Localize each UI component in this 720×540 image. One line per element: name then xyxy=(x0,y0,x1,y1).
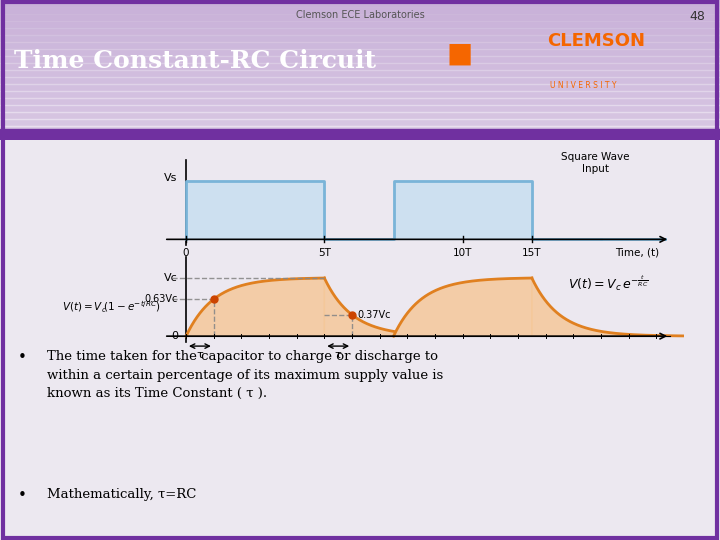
Bar xyxy=(0,14,720,21)
Text: 0.37Vc: 0.37Vc xyxy=(358,309,391,320)
Text: •: • xyxy=(18,488,27,503)
Bar xyxy=(0,77,720,84)
Polygon shape xyxy=(394,180,532,239)
Text: Time Constant-RC Circuit: Time Constant-RC Circuit xyxy=(14,49,377,73)
Text: Time, (t): Time, (t) xyxy=(615,247,659,258)
Bar xyxy=(0,56,720,63)
Polygon shape xyxy=(186,278,325,336)
Text: Vc: Vc xyxy=(164,273,178,282)
Text: 15T: 15T xyxy=(522,247,541,258)
Text: ■: ■ xyxy=(446,39,472,68)
Bar xyxy=(0,7,720,14)
Polygon shape xyxy=(532,278,684,336)
Bar xyxy=(0,70,720,77)
Bar xyxy=(0,91,720,98)
Text: •: • xyxy=(18,350,27,365)
Bar xyxy=(0,84,720,91)
Text: $V(t)=V_c\!\left(1-e^{-t/RC}\right)$: $V(t)=V_c\!\left(1-e^{-t/RC}\right)$ xyxy=(62,299,161,315)
Bar xyxy=(0,21,720,28)
Text: Vs: Vs xyxy=(164,173,178,183)
Bar xyxy=(0,119,720,126)
Text: 0.63Vc: 0.63Vc xyxy=(145,294,178,304)
Bar xyxy=(0,42,720,49)
Text: Square Wave
Input: Square Wave Input xyxy=(561,152,630,174)
Bar xyxy=(0,133,720,140)
Bar xyxy=(0,98,720,105)
Bar xyxy=(0,0,720,7)
Polygon shape xyxy=(325,278,394,336)
Text: Clemson ECE Laboratories: Clemson ECE Laboratories xyxy=(296,10,424,20)
Text: 48: 48 xyxy=(690,10,706,23)
Text: Mathematically, τ=RC: Mathematically, τ=RC xyxy=(47,488,196,501)
Text: 0: 0 xyxy=(171,331,178,341)
Bar xyxy=(0,112,720,119)
Text: 0: 0 xyxy=(183,247,189,258)
Bar xyxy=(0,105,720,112)
Text: 10T: 10T xyxy=(453,247,472,258)
Bar xyxy=(0,126,720,133)
Polygon shape xyxy=(394,278,532,336)
Bar xyxy=(0,63,720,70)
Text: τ: τ xyxy=(197,350,203,360)
Bar xyxy=(0,49,720,56)
Text: τ: τ xyxy=(335,350,341,360)
Text: The time taken for the capacitor to charge or discharge to
within a certain perc: The time taken for the capacitor to char… xyxy=(47,350,443,400)
Bar xyxy=(0,35,720,42)
Polygon shape xyxy=(186,180,325,239)
Text: $V(t)=V_c\,e^{-\frac{t}{RC}}$: $V(t)=V_c\,e^{-\frac{t}{RC}}$ xyxy=(568,274,648,293)
Text: 5T: 5T xyxy=(318,247,330,258)
Text: CLEMSON: CLEMSON xyxy=(547,31,645,50)
Bar xyxy=(0,129,720,140)
Text: U N I V E R S I T Y: U N I V E R S I T Y xyxy=(549,82,616,90)
Bar xyxy=(0,28,720,35)
